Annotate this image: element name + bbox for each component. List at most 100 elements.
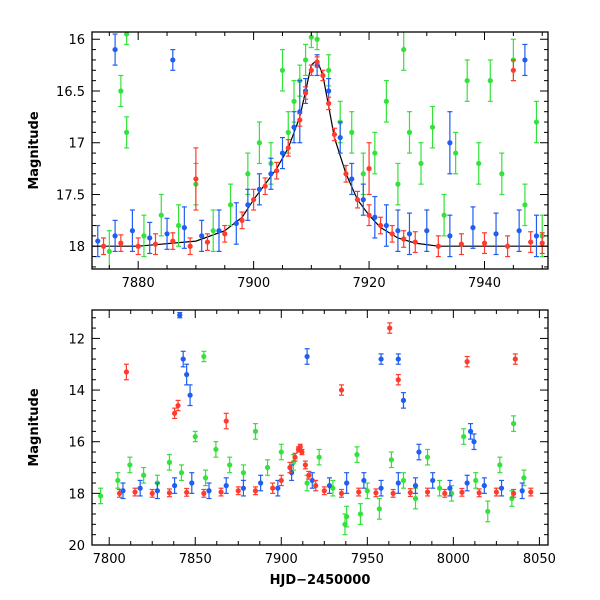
- data-point: [270, 485, 276, 491]
- data-point: [442, 490, 448, 496]
- data-point: [235, 488, 241, 494]
- data-point: [458, 241, 465, 247]
- data-point: [321, 488, 327, 494]
- data-point: [245, 202, 251, 208]
- data-point: [302, 462, 308, 468]
- series-1: [95, 33, 540, 258]
- data-point: [240, 485, 247, 491]
- data-point: [170, 57, 176, 63]
- data-point: [268, 171, 274, 177]
- data-point: [149, 490, 155, 496]
- data-point: [485, 508, 491, 515]
- data-point: [302, 57, 309, 63]
- data-point: [252, 428, 259, 434]
- data-point: [349, 176, 355, 182]
- data-point: [407, 489, 413, 496]
- data-point: [344, 480, 350, 486]
- data-point: [124, 129, 130, 135]
- data-point: [141, 472, 147, 478]
- data-point: [177, 312, 183, 318]
- data-point: [481, 240, 488, 246]
- data-point: [372, 150, 378, 156]
- data-point: [510, 421, 517, 427]
- data-point: [297, 109, 303, 115]
- plot-frame: [91, 31, 549, 270]
- data-point: [132, 489, 138, 495]
- data-point: [470, 225, 476, 231]
- data-point: [116, 490, 123, 496]
- data-point: [123, 369, 130, 375]
- y-tick-label: 16: [68, 33, 85, 48]
- data-point: [383, 98, 389, 104]
- data-point: [512, 356, 518, 362]
- x-tick-label: 7800: [93, 552, 126, 567]
- data-point: [158, 212, 164, 218]
- data-point: [401, 46, 407, 53]
- data-point: [274, 168, 280, 174]
- y-axis-label: Magnitude: [27, 111, 42, 190]
- data-point: [441, 212, 447, 218]
- data-point: [285, 129, 291, 135]
- data-point: [171, 483, 178, 489]
- x-tick-label: 7940: [468, 276, 501, 291]
- data-point: [349, 129, 355, 135]
- y-tick-label: 18: [68, 240, 85, 255]
- data-point: [245, 171, 251, 177]
- data-point: [435, 243, 441, 249]
- data-point: [326, 67, 332, 73]
- data-point: [210, 228, 216, 234]
- data-point: [400, 477, 407, 484]
- data-point: [354, 197, 361, 203]
- data-point: [343, 171, 349, 177]
- data-point: [258, 480, 264, 486]
- data-point: [401, 236, 407, 242]
- data-point: [141, 233, 147, 239]
- top-panel: 7880 7900 7920 7940 16 16.5 17 17.5 18 Magnitude: [27, 31, 549, 291]
- data-point: [233, 220, 239, 227]
- x-axis-label: HJD−2450000: [270, 573, 371, 588]
- data-point: [239, 217, 245, 223]
- data-point: [366, 166, 372, 172]
- bottom-panel: 7800 7850 7900 7950 8000 8050 12 14 16 18 20 Magnit…: [27, 309, 556, 588]
- y-tick-label: 16.5: [56, 85, 85, 100]
- plot-frame: [91, 309, 549, 546]
- data-point: [464, 359, 470, 365]
- data-point: [256, 186, 262, 192]
- data-point: [412, 495, 419, 502]
- data-point: [291, 98, 297, 104]
- data-point: [223, 418, 229, 424]
- data-point: [516, 228, 522, 234]
- data-point: [331, 131, 338, 138]
- data-point: [193, 176, 199, 182]
- data-point: [285, 145, 291, 151]
- data-point: [202, 475, 209, 481]
- data-point: [98, 493, 104, 499]
- x-tick-label: 8050: [523, 552, 556, 567]
- data-point: [395, 480, 401, 486]
- data-point: [504, 243, 511, 249]
- data-point: [487, 78, 493, 84]
- data-point: [181, 225, 187, 231]
- data-point: [493, 489, 499, 495]
- series-0: [116, 322, 534, 498]
- data-point: [306, 472, 312, 478]
- data-point: [533, 233, 540, 239]
- y-tick-label: 17.5: [56, 188, 85, 203]
- series-1: [120, 311, 525, 500]
- data-point: [376, 506, 382, 512]
- data-point: [429, 124, 436, 130]
- data-point: [395, 228, 401, 234]
- data-point: [297, 444, 303, 450]
- data-point: [279, 67, 286, 73]
- data-point: [493, 231, 499, 237]
- data-point: [430, 477, 436, 484]
- data-point: [337, 134, 343, 141]
- data-point: [297, 117, 303, 123]
- plot-area: [92, 32, 548, 269]
- data-point: [447, 485, 453, 491]
- data-point: [180, 356, 186, 362]
- data-point: [406, 129, 413, 135]
- data-point: [127, 462, 133, 468]
- data-point: [129, 228, 136, 234]
- y-tick-label: 17: [68, 137, 85, 152]
